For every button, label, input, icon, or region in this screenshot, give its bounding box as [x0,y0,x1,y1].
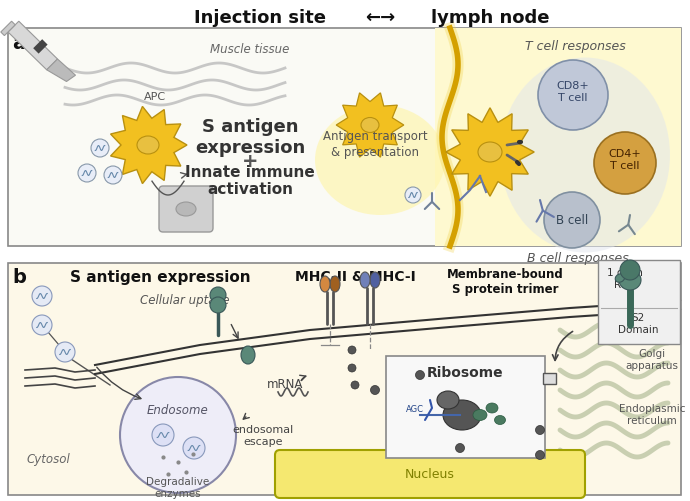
Ellipse shape [615,274,624,282]
Text: a: a [12,34,25,53]
Ellipse shape [315,105,445,215]
FancyBboxPatch shape [159,186,213,232]
Circle shape [538,60,608,130]
Text: Membrane-bound
S protein trimer: Membrane-bound S protein trimer [446,268,563,296]
Text: Innate immune
activation: Innate immune activation [185,165,315,197]
Text: mRNA: mRNA [267,378,303,391]
Circle shape [535,450,544,459]
Circle shape [455,443,464,452]
Text: ←→: ←→ [365,9,395,27]
Text: 1 open
RBD: 1 open RBD [607,268,643,290]
Circle shape [371,385,380,394]
Polygon shape [110,106,187,183]
Ellipse shape [330,276,340,292]
Text: APC: APC [144,92,166,102]
Ellipse shape [361,118,379,132]
Circle shape [544,192,600,248]
Text: lymph node: lymph node [431,9,549,27]
Text: S2
Domain: S2 Domain [618,313,658,335]
Circle shape [104,166,122,184]
Ellipse shape [443,400,481,430]
Circle shape [78,164,96,182]
Text: Endosome: Endosome [147,403,209,416]
Text: +: + [241,152,258,171]
Ellipse shape [370,272,380,288]
Text: AGC: AGC [406,405,424,414]
Text: CD4+
T cell: CD4+ T cell [609,149,642,171]
Circle shape [183,437,205,459]
Polygon shape [446,108,534,196]
Text: S antigen expression: S antigen expression [70,270,250,285]
Circle shape [210,297,226,313]
Polygon shape [33,39,48,54]
Ellipse shape [176,202,196,216]
Text: B cell responses: B cell responses [527,252,629,265]
Circle shape [152,424,174,446]
Text: MHC-II & MHC-I: MHC-II & MHC-I [295,270,415,284]
Circle shape [55,342,75,362]
Text: Cellular uptake: Cellular uptake [140,294,230,307]
FancyBboxPatch shape [275,450,585,498]
Ellipse shape [360,272,370,288]
Circle shape [32,286,52,306]
FancyBboxPatch shape [386,356,545,458]
Ellipse shape [619,270,641,290]
Text: Injection site: Injection site [194,9,326,27]
Circle shape [32,315,52,335]
Text: T cell responses: T cell responses [524,40,625,53]
Ellipse shape [495,415,506,424]
Text: Muscle tissue: Muscle tissue [210,43,290,56]
FancyBboxPatch shape [8,28,681,246]
Text: endosomal
escape: endosomal escape [233,425,294,446]
Text: Cytosol: Cytosol [26,453,70,466]
Circle shape [91,139,109,157]
Polygon shape [336,93,404,157]
Text: S antigen
expression: S antigen expression [195,118,305,157]
Text: Golgi
apparatus: Golgi apparatus [626,349,678,371]
Circle shape [535,425,544,434]
Polygon shape [1,21,15,36]
Text: B cell: B cell [556,213,588,226]
Ellipse shape [437,391,459,409]
Polygon shape [47,59,75,82]
Ellipse shape [473,409,487,420]
Ellipse shape [320,276,330,292]
Circle shape [210,287,226,303]
Polygon shape [8,21,57,70]
Circle shape [415,371,424,379]
Ellipse shape [478,142,502,162]
FancyBboxPatch shape [435,28,681,246]
Text: b: b [12,268,26,287]
Circle shape [348,364,356,372]
Text: Ribosome: Ribosome [426,366,503,380]
Circle shape [405,187,421,203]
Circle shape [348,346,356,354]
FancyBboxPatch shape [598,260,680,344]
Text: Antigen transport
& presentation: Antigen transport & presentation [323,130,427,159]
Ellipse shape [241,346,255,364]
Bar [543,373,556,384]
Circle shape [594,132,656,194]
Circle shape [620,260,640,280]
Text: CD8+
T cell: CD8+ T cell [557,81,589,103]
FancyBboxPatch shape [8,263,681,495]
Ellipse shape [137,136,159,154]
Ellipse shape [500,58,670,253]
Text: Nucleus: Nucleus [405,467,455,480]
Ellipse shape [486,403,498,413]
Circle shape [120,377,236,493]
Text: Endoplasmic
reticulum: Endoplasmic reticulum [619,404,685,426]
Text: Degradalive
enzymes: Degradalive enzymes [146,477,210,498]
Circle shape [351,381,359,389]
